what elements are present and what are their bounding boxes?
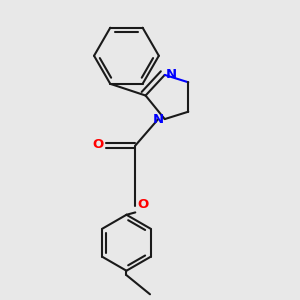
Text: N: N bbox=[166, 68, 177, 81]
Text: O: O bbox=[137, 198, 148, 211]
Text: N: N bbox=[153, 112, 164, 126]
Text: O: O bbox=[93, 138, 104, 151]
